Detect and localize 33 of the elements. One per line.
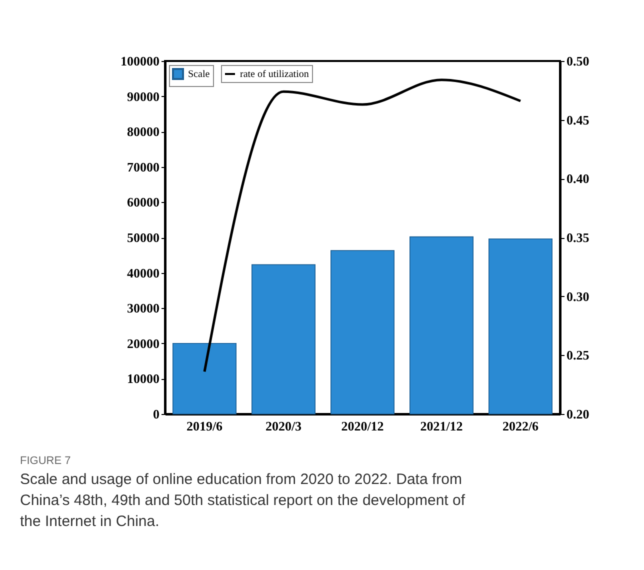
y-tick-label: 30000 (127, 300, 160, 316)
line-series (203, 78, 522, 373)
legend-label: rate of utilization (240, 69, 309, 80)
x-tick-label: 2022/6 (502, 418, 540, 434)
y2-tick-label: 0.50 (566, 54, 590, 68)
y2-tick-label: 0.35 (566, 230, 590, 245)
y-tick-label: 40000 (127, 265, 160, 280)
y-tick-label: 100000 (120, 54, 160, 68)
y2-tick-label: 0.40 (566, 171, 590, 186)
y-tick-label: 0 (153, 406, 160, 422)
bar (330, 250, 394, 414)
x-tick-label: 2021/12 (420, 418, 463, 434)
x-tick-label: 2020/12 (341, 418, 384, 434)
y-tick-label: 60000 (127, 194, 160, 210)
bar (172, 343, 236, 414)
bar (488, 238, 552, 414)
y-tick-label: 50000 (127, 230, 160, 245)
y2-tick-label: 0.25 (566, 348, 590, 363)
legend-label: Scale (188, 69, 210, 80)
x-tick-label: 2020/3 (265, 418, 302, 434)
x-tick-label: 2019/6 (186, 418, 224, 434)
y-tick-label: 20000 (127, 336, 160, 351)
text: Scale and usage of online education from 2020 to 2022. Data from China’s 48th, 49th and 50th statistical report on the development of the Internet in China. (20, 471, 466, 530)
y-tick-label: 10000 (127, 371, 160, 386)
y2-tick-label: 0.30 (566, 288, 590, 304)
y-tick-label: 90000 (127, 88, 160, 104)
bar (410, 236, 474, 414)
y-tick-label: 80000 (127, 124, 160, 140)
y2-tick-label: 0.45 (566, 112, 590, 128)
caption: FIGURE 7 (20, 455, 71, 467)
y-tick-label: 70000 (127, 159, 160, 174)
y2-tick-label: 0.20 (566, 406, 590, 422)
bar (252, 264, 316, 414)
